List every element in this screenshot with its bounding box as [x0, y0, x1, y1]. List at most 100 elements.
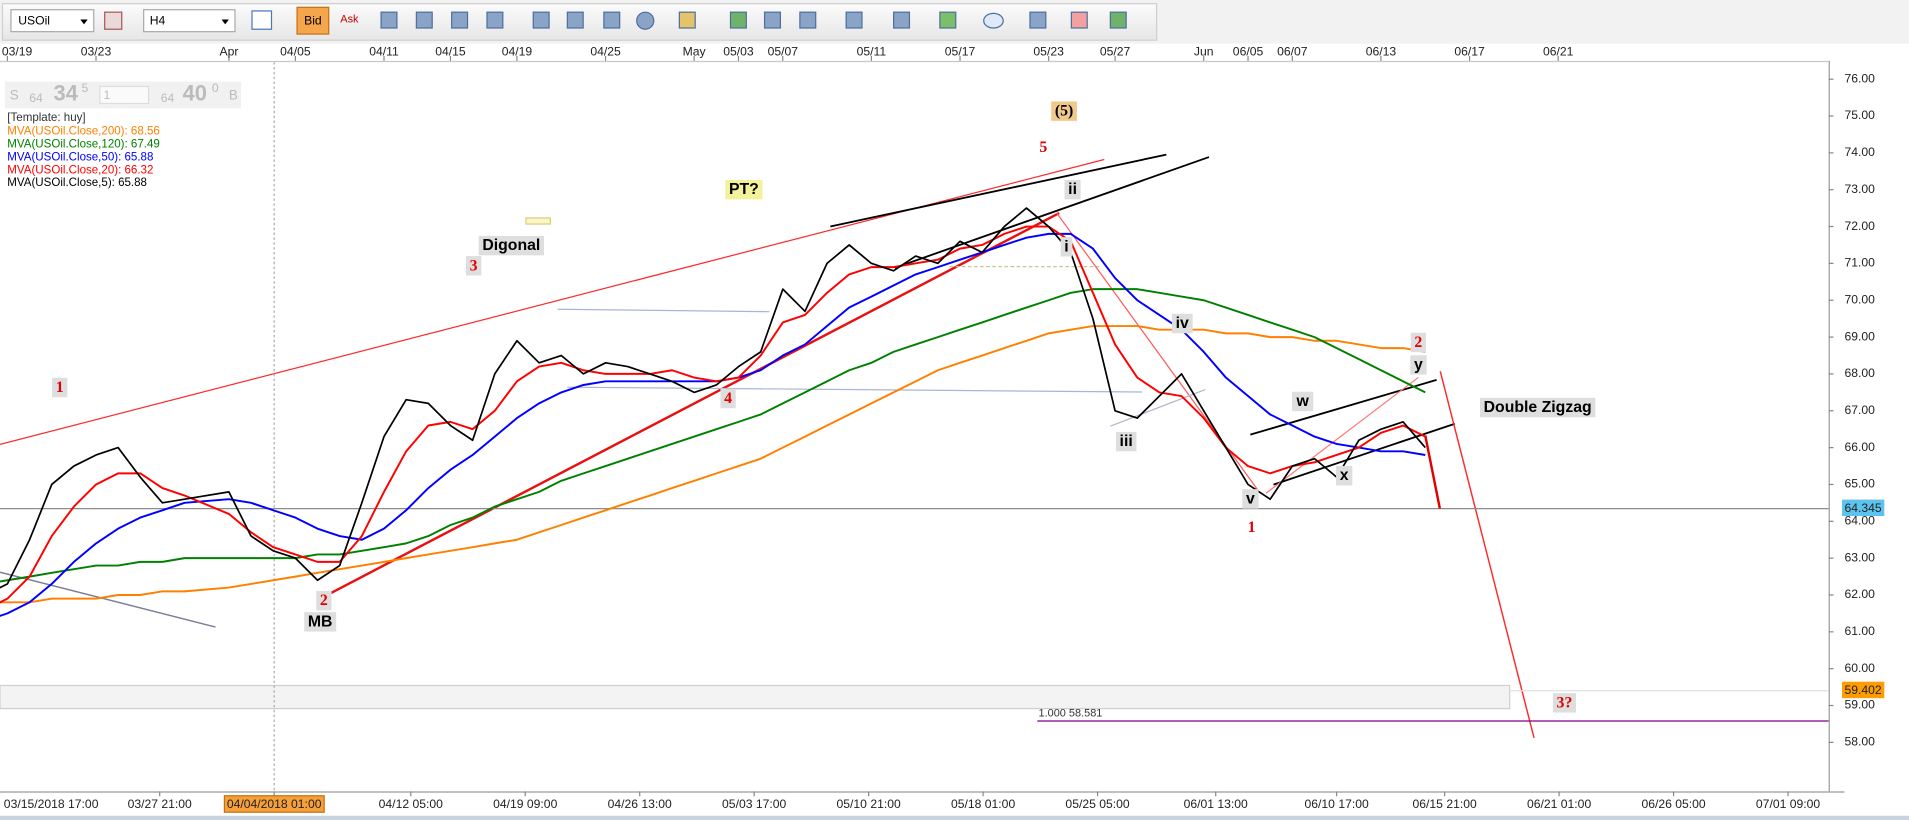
icon[interactable] — [729, 11, 747, 29]
wave-label: x — [1340, 467, 1349, 484]
wave-label: ii — [1068, 181, 1077, 198]
icon[interactable] — [415, 11, 433, 29]
icon[interactable] — [983, 12, 1004, 29]
label-box — [725, 179, 763, 200]
top-tick-label: Jun — [1194, 45, 1214, 59]
wave-label: 2 — [1414, 334, 1422, 351]
icon[interactable] — [251, 10, 273, 30]
icon[interactable] — [566, 11, 584, 29]
channel-line — [1273, 422, 1456, 486]
label-box — [223, 795, 325, 813]
series-line — [0, 325, 1426, 604]
top-axis-bg — [0, 43, 1909, 61]
wave-label: 2 — [320, 592, 328, 609]
legend-entry: MVA(USOil.Close,120): 67.49 — [7, 138, 160, 150]
wave-label: y — [1414, 356, 1423, 373]
label-box — [316, 590, 332, 611]
panel-band — [0, 684, 1511, 710]
icon[interactable] — [104, 11, 123, 30]
x-tick-label: 04/04/2018 01:00 — [227, 797, 322, 811]
ask-label[interactable]: Ask — [340, 13, 359, 25]
x-tick-label: 03/15/2018 17:00 — [4, 797, 99, 811]
icon[interactable] — [532, 11, 550, 29]
top-tick-label: 04/05 — [280, 45, 311, 59]
label-box — [1064, 179, 1081, 200]
icon[interactable] — [678, 11, 696, 29]
icon[interactable] — [486, 11, 504, 29]
label-box — [1410, 332, 1427, 353]
y-tick-label: 68.00 — [1844, 366, 1875, 380]
label-box — [1842, 499, 1885, 517]
x-tick-label: 05/25 05:00 — [1065, 797, 1129, 811]
amount[interactable]: 1 — [103, 88, 110, 102]
y-tick-label: 69.00 — [1844, 329, 1875, 343]
label-box — [720, 388, 736, 409]
label-box — [1410, 355, 1427, 375]
y-tick-label: 63.00 — [1844, 550, 1875, 564]
buy-big: 64 — [161, 91, 175, 105]
label-box — [304, 612, 337, 632]
channel-line — [1250, 378, 1437, 436]
label-box — [1552, 693, 1577, 713]
sell-frac: 5 — [82, 81, 89, 95]
timeframe[interactable]: H4 — [150, 14, 166, 28]
bid-button[interactable] — [296, 6, 330, 35]
symbol-select[interactable] — [10, 9, 95, 33]
label-box — [1243, 517, 1260, 538]
template: [Template: huy] — [7, 112, 85, 124]
icon[interactable] — [451, 11, 469, 29]
y-tick-label: 74.00 — [1844, 145, 1875, 159]
label-box — [1115, 431, 1137, 452]
icon[interactable] — [763, 11, 782, 29]
y-tick-label: 73.00 — [1844, 182, 1875, 196]
sell-label: S — [10, 88, 19, 103]
x-tick-label: 06/26 05:00 — [1641, 797, 1705, 811]
label-box — [1291, 391, 1314, 412]
timeframe-select[interactable] — [143, 9, 236, 33]
symbol[interactable]: USOil — [18, 14, 50, 28]
y-tick-label: 72.00 — [1844, 219, 1875, 233]
label-box — [1336, 466, 1353, 486]
trendline — [330, 211, 1060, 595]
top-tick-label: 06/17 — [1454, 45, 1485, 59]
plot-area — [0, 62, 1829, 792]
price-drop — [1424, 435, 1442, 509]
fib-label: 1.000 58.581 — [1039, 708, 1103, 720]
x-tick-label: 06/15 21:00 — [1413, 797, 1477, 811]
icon[interactable] — [1029, 11, 1047, 29]
x-tick-label: 05/18 01:00 — [951, 797, 1015, 811]
y-tick-label: 59.00 — [1844, 698, 1875, 712]
icon[interactable] — [939, 11, 957, 29]
icon[interactable] — [799, 11, 817, 29]
wave-label: 4 — [724, 390, 732, 407]
y-tick-label: 61.00 — [1844, 624, 1875, 638]
icon[interactable] — [603, 11, 621, 29]
x-tick-label: 03/27 21:00 — [128, 797, 192, 811]
top-tick-label: 05/27 — [1100, 45, 1131, 59]
x-tick-label: 04/26 13:00 — [608, 797, 672, 811]
sell-big: 64 — [29, 91, 43, 105]
label-box — [465, 256, 482, 276]
icon[interactable] — [893, 11, 911, 29]
wave-label: i — [1064, 238, 1068, 255]
x-tick-label: 06/10 17:00 — [1305, 797, 1369, 811]
icon[interactable] — [636, 11, 655, 30]
amount-input[interactable] — [99, 85, 150, 105]
top-tick-label: 04/15 — [435, 45, 466, 59]
top-tick-label: 06/21 — [1543, 45, 1574, 59]
label-box — [478, 235, 544, 256]
x-tick-label: 05/10 21:00 — [837, 797, 901, 811]
wedge-line — [894, 156, 1210, 269]
legend-entry: MVA(USOil.Close,5): 65.88 — [7, 177, 147, 189]
box-line — [567, 386, 1142, 393]
bid-label[interactable]: Bid — [304, 14, 322, 28]
x-tick-label: 07/01 09:00 — [1756, 797, 1820, 811]
trendline — [0, 158, 1105, 445]
icon[interactable] — [1070, 11, 1088, 29]
icon[interactable] — [1109, 11, 1127, 29]
series-line — [0, 225, 1426, 604]
wave-label: 1 — [1248, 519, 1256, 536]
icon[interactable] — [845, 11, 863, 29]
icon[interactable] — [380, 11, 398, 29]
